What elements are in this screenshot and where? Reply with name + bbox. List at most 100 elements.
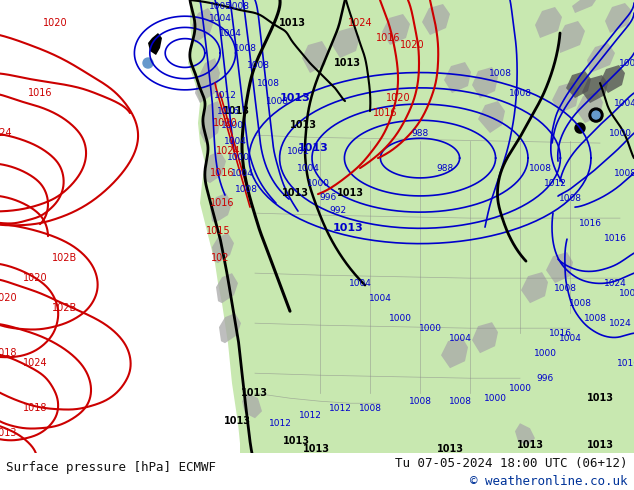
- Text: 1013: 1013: [337, 188, 363, 198]
- Text: 1008: 1008: [257, 78, 280, 88]
- Polygon shape: [472, 67, 498, 98]
- Text: 1016: 1016: [616, 359, 634, 368]
- Text: 1024: 1024: [0, 128, 12, 138]
- Text: 1004: 1004: [297, 164, 320, 172]
- Text: 1016: 1016: [604, 234, 626, 243]
- Text: 1016: 1016: [28, 88, 52, 98]
- Text: 1000: 1000: [389, 314, 411, 323]
- Text: 1004: 1004: [219, 28, 242, 38]
- Text: 1008: 1008: [614, 169, 634, 177]
- Text: 1013: 1013: [0, 428, 17, 438]
- Text: 1013: 1013: [333, 58, 361, 68]
- Text: 1008: 1008: [569, 299, 592, 308]
- Text: 1020: 1020: [42, 18, 67, 28]
- Text: 1000: 1000: [609, 128, 631, 138]
- Text: 1008: 1008: [583, 314, 607, 323]
- Text: 1008: 1008: [226, 1, 250, 10]
- Text: 1008: 1008: [619, 289, 634, 297]
- Text: 1004: 1004: [224, 137, 247, 146]
- Text: 1016: 1016: [376, 33, 400, 43]
- Polygon shape: [216, 273, 238, 303]
- Text: 1024: 1024: [347, 18, 372, 28]
- Text: 1004: 1004: [368, 294, 391, 303]
- Text: 1016: 1016: [548, 329, 571, 338]
- Text: 102B: 102B: [53, 303, 77, 313]
- Text: 1012: 1012: [214, 91, 236, 99]
- Text: 1013: 1013: [240, 388, 268, 398]
- Text: 1013: 1013: [290, 120, 316, 130]
- Text: 1004: 1004: [231, 169, 254, 177]
- Polygon shape: [200, 101, 222, 143]
- Text: 1013: 1013: [517, 440, 543, 450]
- Text: 1020: 1020: [385, 93, 410, 103]
- Polygon shape: [219, 313, 241, 343]
- Text: 1008: 1008: [529, 164, 552, 172]
- Polygon shape: [190, 0, 634, 158]
- Polygon shape: [587, 43, 615, 73]
- Text: 1016: 1016: [210, 168, 234, 178]
- Text: 1013: 1013: [280, 93, 311, 103]
- Polygon shape: [566, 71, 591, 98]
- Polygon shape: [444, 62, 471, 93]
- Text: 1020: 1020: [212, 118, 237, 128]
- Polygon shape: [302, 41, 328, 73]
- Text: 1020: 1020: [399, 40, 424, 50]
- Text: 1024: 1024: [604, 279, 626, 288]
- Text: 1000: 1000: [484, 394, 507, 403]
- Text: 1008: 1008: [448, 397, 472, 406]
- Text: 1004: 1004: [559, 334, 581, 343]
- Text: Tu 07-05-2024 18:00 UTC (06+12): Tu 07-05-2024 18:00 UTC (06+12): [395, 457, 628, 470]
- Text: 1024: 1024: [216, 146, 240, 156]
- Text: 1016: 1016: [210, 198, 234, 208]
- Text: 1008: 1008: [489, 69, 512, 77]
- Polygon shape: [558, 21, 585, 53]
- Text: 996: 996: [536, 374, 553, 383]
- Polygon shape: [572, 0, 596, 13]
- Text: 1008: 1008: [247, 61, 269, 70]
- Text: 1016: 1016: [578, 219, 602, 228]
- Polygon shape: [192, 8, 215, 43]
- Text: 102B: 102B: [53, 253, 77, 263]
- Text: 1013: 1013: [302, 444, 330, 454]
- Text: 1008: 1008: [553, 284, 576, 293]
- Polygon shape: [515, 423, 535, 445]
- Text: 1012: 1012: [543, 178, 566, 188]
- Text: 1016: 1016: [373, 108, 398, 118]
- Text: 1012: 1012: [328, 404, 351, 413]
- Text: 1005: 1005: [209, 1, 231, 10]
- Text: 1008: 1008: [358, 404, 382, 413]
- Text: 1000: 1000: [533, 349, 557, 358]
- Circle shape: [143, 58, 153, 68]
- Text: 1013: 1013: [333, 223, 363, 233]
- Text: 996: 996: [320, 193, 337, 201]
- Text: 1008: 1008: [408, 397, 432, 406]
- Polygon shape: [212, 233, 234, 263]
- Text: 1024: 1024: [609, 318, 631, 328]
- Text: 988: 988: [411, 128, 429, 138]
- Text: 1012: 1012: [299, 411, 321, 420]
- Text: 1008: 1008: [266, 97, 288, 105]
- Text: 1008: 1008: [559, 194, 581, 202]
- Polygon shape: [546, 252, 573, 283]
- Text: 1000: 1000: [306, 178, 330, 188]
- Text: 1000: 1000: [226, 152, 250, 162]
- Text: 1004: 1004: [209, 14, 231, 23]
- Polygon shape: [478, 101, 505, 133]
- Text: 1018: 1018: [0, 348, 17, 358]
- Polygon shape: [600, 65, 625, 93]
- Circle shape: [589, 108, 603, 122]
- Text: 992: 992: [330, 206, 347, 215]
- Text: Surface pressure [hPa] ECMWF: Surface pressure [hPa] ECMWF: [6, 461, 216, 474]
- Text: 1013: 1013: [436, 444, 463, 454]
- Text: 1024: 1024: [23, 358, 48, 368]
- Text: 1001: 1001: [287, 147, 309, 156]
- Text: 1008: 1008: [235, 185, 257, 194]
- Text: 1000: 1000: [508, 384, 531, 392]
- Text: 1004: 1004: [619, 58, 634, 68]
- Text: 1013: 1013: [297, 143, 328, 153]
- Polygon shape: [521, 272, 548, 303]
- Circle shape: [575, 123, 585, 133]
- Polygon shape: [535, 7, 562, 38]
- Polygon shape: [605, 3, 632, 33]
- Text: 1012: 1012: [269, 419, 292, 428]
